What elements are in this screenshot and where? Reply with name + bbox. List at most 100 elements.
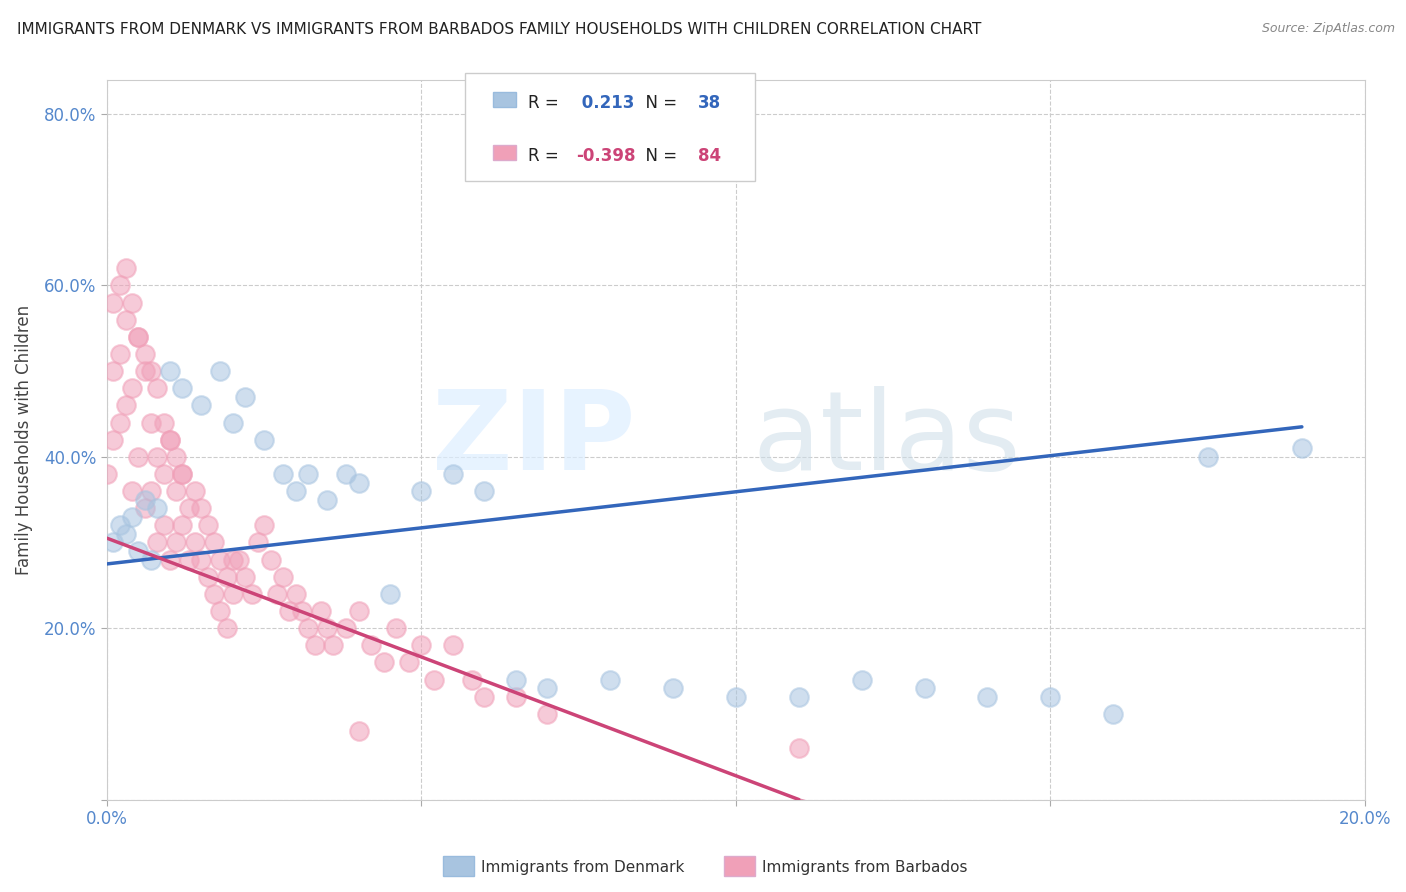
Point [215,570,238,584]
Point [134,364,156,378]
Point [222,416,245,430]
Point [505,673,527,687]
Point [284,484,307,499]
Point [1039,690,1062,704]
Point [172,467,194,481]
FancyBboxPatch shape [494,92,516,107]
Point [134,501,156,516]
Point [266,587,288,601]
Point [177,501,200,516]
Point [441,467,464,481]
Point [461,673,484,687]
Text: Source: ZipAtlas.com: Source: ZipAtlas.com [1261,22,1395,36]
Point [172,381,194,395]
Point [599,673,621,687]
Point [159,433,181,447]
Point [505,690,527,704]
FancyBboxPatch shape [465,72,755,180]
Text: -0.398: -0.398 [576,147,636,165]
Point [197,570,219,584]
Point [152,416,174,430]
Point [441,638,464,652]
Point [115,261,138,276]
Point [976,690,998,704]
Point [121,381,143,395]
Text: Immigrants from Barbados: Immigrants from Barbados [762,860,967,874]
Point [347,723,370,738]
Point [209,604,232,618]
Point [127,330,149,344]
Point [190,501,212,516]
Point [284,587,307,601]
Point [127,544,149,558]
Point [278,604,301,618]
Point [240,587,263,601]
Point [108,518,131,533]
Point [146,535,169,549]
Point [297,621,319,635]
Point [108,347,131,361]
Point [172,518,194,533]
Point [335,621,357,635]
Point [121,509,143,524]
Point [536,681,558,695]
Text: atlas: atlas [752,386,1021,493]
Point [724,690,747,704]
Point [139,552,162,566]
Point [411,484,433,499]
Point [360,638,382,652]
Point [253,433,276,447]
Point [184,535,207,549]
Point [103,433,125,447]
Point [103,295,125,310]
Point [209,552,232,566]
Point [177,552,200,566]
Point [378,587,401,601]
Point [202,587,225,601]
Point [1197,450,1219,464]
Point [115,527,138,541]
Point [190,552,212,566]
Point [246,535,269,549]
Point [1102,706,1125,721]
Point [127,330,149,344]
Point [411,638,433,652]
Text: 38: 38 [699,94,721,112]
Point [115,312,138,326]
Point [322,638,344,652]
Point [253,518,276,533]
Point [165,484,187,499]
Point [914,681,936,695]
Point [134,492,156,507]
Text: Immigrants from Denmark: Immigrants from Denmark [481,860,685,874]
Point [127,450,149,464]
Point [146,501,169,516]
Point [304,638,326,652]
Text: 84: 84 [699,147,721,165]
Point [108,416,131,430]
Point [139,364,162,378]
Point [134,347,156,361]
Point [335,467,357,481]
Point [271,570,294,584]
Point [228,552,250,566]
Point [787,741,810,756]
Point [373,656,395,670]
Point [309,604,332,618]
Text: 0.213: 0.213 [576,94,634,112]
Y-axis label: Family Households with Children: Family Households with Children [15,305,32,574]
Point [139,484,162,499]
Point [146,450,169,464]
Point [139,416,162,430]
Point [536,706,558,721]
Point [297,467,319,481]
Point [347,604,370,618]
Point [385,621,408,635]
Text: IMMIGRANTS FROM DENMARK VS IMMIGRANTS FROM BARBADOS FAMILY HOUSEHOLDS WITH CHILD: IMMIGRANTS FROM DENMARK VS IMMIGRANTS FR… [17,22,981,37]
Point [209,364,232,378]
Point [316,492,339,507]
Point [159,552,181,566]
Point [152,467,174,481]
Point [184,484,207,499]
Point [291,604,314,618]
